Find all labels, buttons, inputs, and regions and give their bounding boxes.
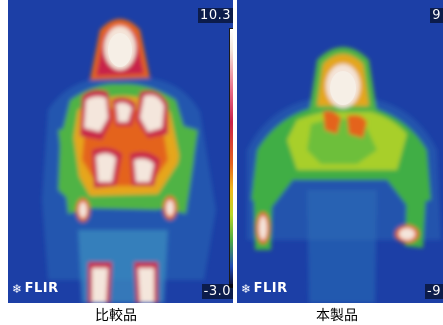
temp-max-readout: 10.3 — [198, 8, 233, 23]
thermal-scene-left — [8, 0, 233, 303]
thermal-scene-right — [237, 0, 443, 303]
flir-logo-text-right: FLIR — [253, 281, 288, 296]
thermal-image-comparison: 10.3 -3.0 ❄ FLIR — [8, 0, 233, 303]
flir-logo-right: ❄ FLIR — [241, 281, 288, 296]
temp-min-readout: -3.0 — [201, 284, 233, 299]
face-right — [330, 71, 356, 105]
caption-product: 本製品 — [316, 308, 358, 324]
temp-min-readout-right: -9 — [425, 284, 443, 299]
flir-logo-mark-icon: ❄ — [241, 281, 252, 296]
temp-max-readout-right: 9 — [430, 8, 443, 23]
face-left — [108, 33, 132, 67]
temperature-scale-bar — [229, 28, 233, 288]
flir-logo-mark-icon: ❄ — [12, 281, 23, 296]
caption-comparison: 比較品 — [95, 308, 137, 324]
thermal-image-product: 9 -9 ❄ FLIR — [237, 0, 443, 303]
flir-logo-text: FLIR — [24, 281, 59, 296]
flir-logo: ❄ FLIR — [12, 281, 59, 296]
